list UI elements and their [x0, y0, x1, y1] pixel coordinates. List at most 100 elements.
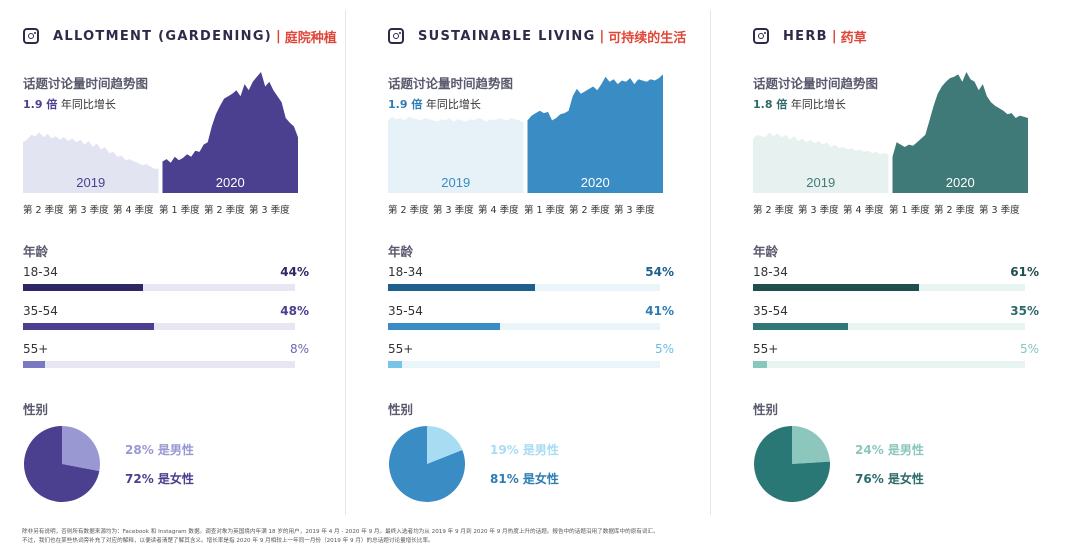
quarter-label: 第 4 季度 — [113, 205, 154, 216]
age-label: 35-54 — [753, 304, 788, 318]
age-label: 35-54 — [23, 304, 58, 318]
age-bar-fill — [753, 284, 919, 291]
panel-sustainable-living: SUSTAINABLE LIVING | 可持续的生活 2019 2020 话题讨论量时间… — [388, 0, 718, 520]
footnote-line-1: 除非另有说明，否则所有数据来源均为：Facebook 和 Instagram 数… — [22, 529, 659, 535]
growth-value: 1.9 倍 — [388, 98, 423, 111]
topic-title-en: ALLOTMENT (GARDENING) — [53, 28, 273, 44]
age-label: 55+ — [753, 342, 779, 356]
area-series-2020 — [527, 74, 663, 193]
age-label: 55+ — [23, 342, 49, 356]
age-bar-fill — [753, 323, 849, 330]
growth-suffix: 年同比增长 — [790, 98, 846, 111]
footnote-line-2: 不过，我们也在某些热词旁补充了对应的解释，以便读者清楚了解其含义。增长率是指 2… — [22, 538, 434, 544]
age-percent: 35% — [1010, 304, 1039, 318]
age-percent: 61% — [1010, 265, 1039, 279]
quarter-label: 第 3 季度 — [68, 205, 109, 216]
quarter-label: 第 4 季度 — [843, 205, 884, 216]
trend-title: 话题讨论量时间趋势图 — [753, 76, 879, 91]
year-label-2020: 2020 — [946, 175, 975, 190]
trend-title: 话题讨论量时间趋势图 — [23, 76, 149, 91]
instagram-icon — [23, 28, 39, 44]
age-percent: 48% — [280, 304, 309, 318]
age-bar-track — [388, 361, 660, 368]
quarter-label: 第 3 季度 — [798, 205, 839, 216]
age-percent: 54% — [645, 265, 674, 279]
quarter-label: 第 2 季度 — [934, 205, 975, 216]
gender-title: 性别 — [388, 402, 414, 417]
area-series-2020 — [892, 72, 1028, 193]
age-title: 年龄 — [753, 244, 779, 259]
area-series-2019 — [388, 116, 524, 193]
quarter-label: 第 1 季度 — [524, 205, 565, 216]
gender-female-label: 81% 是女性 — [490, 472, 559, 486]
age-bar-track — [23, 323, 295, 330]
pie-slice-male — [427, 426, 463, 464]
year-label-2019: 2019 — [806, 175, 835, 190]
title-separator: | — [276, 28, 281, 44]
gender-pie-chart — [388, 426, 465, 502]
age-bar-track — [23, 361, 295, 368]
growth-rate: 1.9 倍 年同比增长 — [23, 96, 116, 112]
age-label: 18-34 — [388, 265, 423, 279]
instagram-icon — [753, 28, 769, 44]
title-separator: | — [599, 28, 605, 44]
growth-value: 1.9 倍 — [23, 98, 58, 111]
age-percent: 41% — [645, 304, 674, 318]
gender-male-label: 24% 是男性 — [855, 443, 924, 457]
quarter-label: 第 3 季度 — [433, 205, 474, 216]
age-title: 年龄 — [388, 244, 414, 259]
pie-slice-male — [62, 426, 101, 472]
trend-area-chart: 2019 2020 — [388, 74, 663, 193]
age-bar-fill — [388, 284, 535, 291]
topic-title-cn: 庭院种植 — [284, 30, 337, 46]
area-series-2019 — [753, 132, 889, 193]
age-bar-fill — [753, 361, 767, 368]
year-label-2020: 2020 — [216, 175, 245, 190]
growth-suffix: 年同比增长 — [60, 98, 116, 111]
gender-pie-chart — [24, 426, 101, 502]
panel-divider — [345, 10, 346, 515]
age-percent: 44% — [280, 265, 309, 279]
age-bar-fill — [23, 361, 45, 368]
age-percent: 8% — [289, 342, 309, 356]
quarter-label: 第 2 季度 — [569, 205, 610, 216]
panel-herb: HERB | 药草 2019 2020 话题讨论量时间趋势图 1.8 倍 年同比增长第 2 … — [753, 0, 1080, 520]
gender-title: 性别 — [753, 402, 779, 417]
gender-title: 性别 — [23, 402, 49, 417]
year-label-2020: 2020 — [581, 175, 610, 190]
gender-female-label: 76% 是女性 — [855, 472, 924, 486]
year-label-2019: 2019 — [441, 175, 470, 190]
age-bar-fill — [23, 284, 143, 291]
quarter-label: 第 3 季度 — [614, 205, 655, 216]
age-bar-fill — [23, 323, 154, 330]
year-label-2019: 2019 — [76, 175, 105, 190]
trend-area-chart: 2019 2020 — [753, 72, 1028, 193]
age-label: 35-54 — [388, 304, 423, 318]
area-series-2019 — [23, 132, 159, 193]
growth-rate: 1.8 倍 年同比增长 — [753, 96, 846, 112]
gender-pie-chart — [754, 426, 831, 502]
age-bar-track — [753, 284, 1025, 291]
quarter-label: 第 2 季度 — [388, 205, 429, 216]
area-series-2020 — [162, 72, 298, 193]
panel-divider — [710, 10, 711, 515]
pie-slice-female — [754, 426, 831, 502]
quarter-label: 第 3 季度 — [979, 205, 1020, 216]
panel-allotment: ALLOTMENT (GARDENING) | 庭院种植 2019 2020 话题讨论量时… — [23, 0, 353, 520]
quarter-label: 第 1 季度 — [159, 205, 200, 216]
age-title: 年龄 — [23, 244, 49, 259]
age-label: 18-34 — [23, 265, 58, 279]
pie-slice-male — [792, 426, 830, 464]
topic-title-en: SUSTAINABLE LIVING — [418, 28, 596, 44]
age-bar-track — [388, 323, 660, 330]
age-percent: 5% — [654, 342, 674, 356]
panel-header: SUSTAINABLE LIVING | 可持续的生活 — [388, 26, 686, 46]
quarter-label: 第 1 季度 — [889, 205, 930, 216]
age-bar-fill — [388, 323, 500, 330]
topic-title-cn: 药草 — [840, 30, 867, 46]
gender-male-label: 19% 是男性 — [490, 443, 559, 457]
gender-female-label: 72% 是女性 — [125, 472, 194, 486]
pie-slice-female — [24, 426, 100, 502]
age-label: 55+ — [388, 342, 414, 356]
growth-value: 1.8 倍 — [753, 98, 788, 111]
